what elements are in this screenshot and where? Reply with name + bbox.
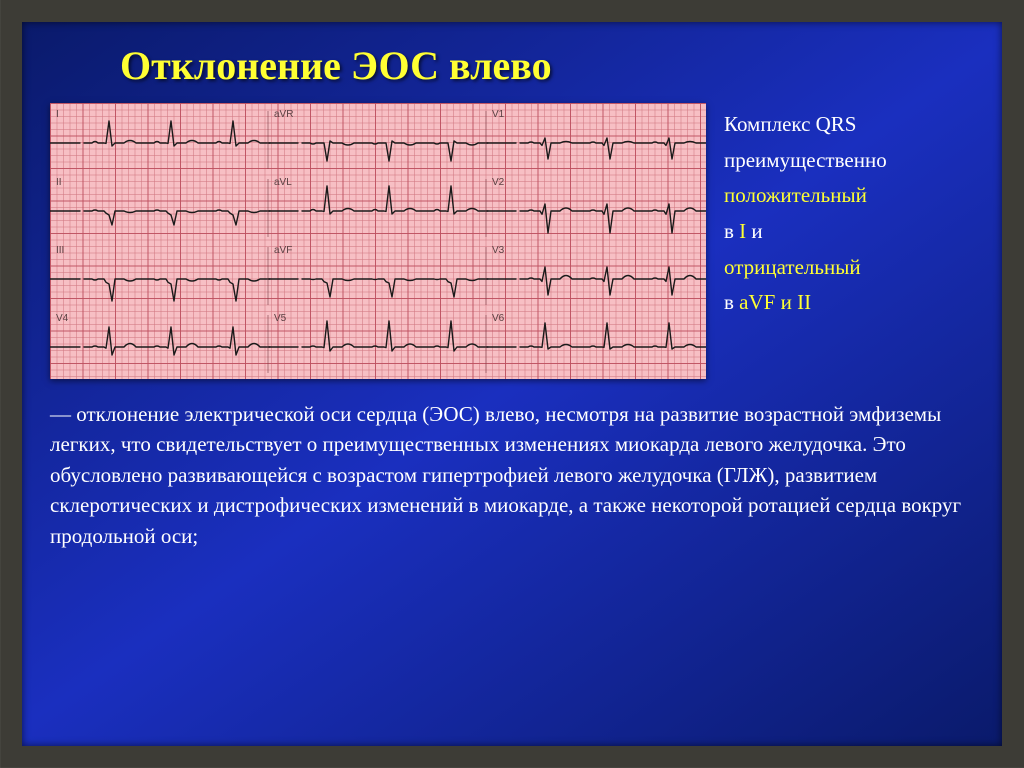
slide-title: Отклонение ЭОС влево xyxy=(120,42,974,89)
side-line: в aVF и II xyxy=(724,285,887,321)
side-fragment: и xyxy=(746,219,763,243)
ecg-image: IaVRV1IIaVLV2IIIaVFV3V4V5V6 xyxy=(50,103,706,379)
side-line: преимущественно xyxy=(724,143,887,179)
content-row: IaVRV1IIaVLV2IIIaVFV3V4V5V6 Комплекс QRS… xyxy=(50,103,974,379)
side-fragment: в xyxy=(724,219,739,243)
slide: Отклонение ЭОС влево IaVRV1IIaVLV2IIIaVF… xyxy=(22,22,1002,746)
side-line: в I и xyxy=(724,214,887,250)
side-fragment: в xyxy=(724,290,739,314)
side-text: Комплекс QRS преимущественно положительн… xyxy=(724,103,887,321)
slide-frame: Отклонение ЭОС влево IaVRV1IIaVLV2IIIaVF… xyxy=(0,0,1024,768)
ecg-traces xyxy=(50,103,706,379)
side-line: Комплекс QRS xyxy=(724,107,887,143)
side-fragment-accent: aVF и II xyxy=(739,290,811,314)
side-line-accent: положительный xyxy=(724,178,887,214)
side-line-accent: отрицательный xyxy=(724,250,887,286)
body-text: — отклонение электрической оси сердца (Э… xyxy=(50,399,974,551)
